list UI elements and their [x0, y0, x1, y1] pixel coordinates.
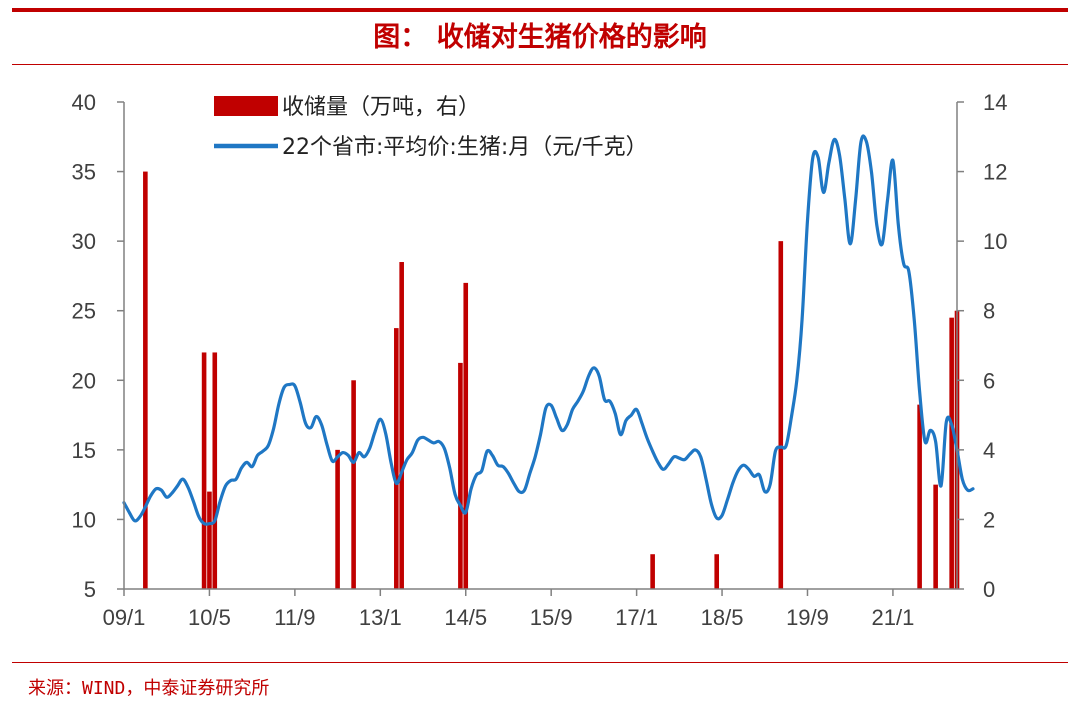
storage-bar — [714, 554, 720, 589]
storage-bar — [917, 404, 922, 589]
x-tick-label: 14/5 — [444, 605, 487, 630]
storage-bar — [458, 362, 463, 589]
storage-bar — [207, 491, 212, 589]
storage-bar — [351, 380, 356, 589]
line-layer — [122, 134, 975, 526]
storage-bar — [778, 241, 784, 589]
legend-line-label: 22个省市:平均价:生猪:月（元/千克） — [282, 135, 648, 160]
x-tick-label: 15/9 — [530, 605, 573, 630]
right-tick-label: 10 — [983, 229, 1007, 254]
chart-title: 图： 收储对生猪价格的影响 — [373, 22, 707, 53]
x-tick-label: 17/1 — [615, 605, 658, 630]
right-tick-label: 4 — [983, 438, 995, 463]
right-tick-label: 0 — [983, 577, 995, 602]
left-tick-label: 15 — [72, 438, 96, 463]
source-top-rule — [12, 662, 1068, 663]
storage-bar — [201, 352, 207, 589]
left-tick-label: 30 — [72, 229, 96, 254]
left-tick-label: 5 — [84, 577, 96, 602]
x-tick-label: 18/5 — [701, 605, 744, 630]
left-tick-label: 20 — [72, 368, 96, 393]
right-tick-label: 14 — [983, 90, 1007, 115]
storage-bar — [143, 171, 148, 590]
right-tick-label: 6 — [983, 368, 995, 393]
legend-bar-swatch — [214, 96, 278, 116]
storage-bar — [394, 328, 399, 589]
x-tick-label: 13/1 — [359, 605, 402, 630]
storage-bar — [335, 449, 340, 589]
left-tick-label: 25 — [72, 299, 96, 324]
storage-bar — [933, 484, 938, 589]
axes-layer: 5 10 15 20 25 30 35 40 0 2 4 6 8 10 12 14 09/1 10/5 11/9 13… — [72, 90, 1008, 630]
right-tick-label: 8 — [983, 299, 995, 324]
title-top-rule — [12, 8, 1068, 12]
x-tick-label: 11/9 — [274, 605, 315, 630]
storage-bar — [650, 554, 655, 589]
legend: 收储量（万吨，右） 22个省市:平均价:生猪:月（元/千克） — [214, 95, 648, 160]
title-bottom-rule — [12, 64, 1068, 65]
bars-layer — [143, 171, 960, 590]
x-tick-label: 19/9 — [786, 605, 829, 630]
storage-bar — [212, 352, 218, 589]
left-tick-label: 10 — [72, 507, 96, 532]
storage-bar — [949, 317, 954, 589]
storage-bar — [463, 282, 469, 589]
left-tick-label: 35 — [72, 160, 96, 185]
legend-bar-label: 收储量（万吨，右） — [282, 95, 480, 120]
storage-bar — [399, 262, 404, 589]
x-tick-label: 09/1 — [103, 605, 146, 630]
x-tick-label: 10/5 — [188, 605, 231, 630]
right-tick-label: 2 — [983, 507, 995, 532]
left-tick-label: 40 — [72, 90, 96, 115]
x-tick-label: 21/1 — [872, 605, 915, 630]
source-note: 来源：WIND，中泰证券研究所 — [28, 678, 270, 699]
right-tick-label: 12 — [983, 160, 1007, 185]
price-line — [122, 134, 975, 526]
